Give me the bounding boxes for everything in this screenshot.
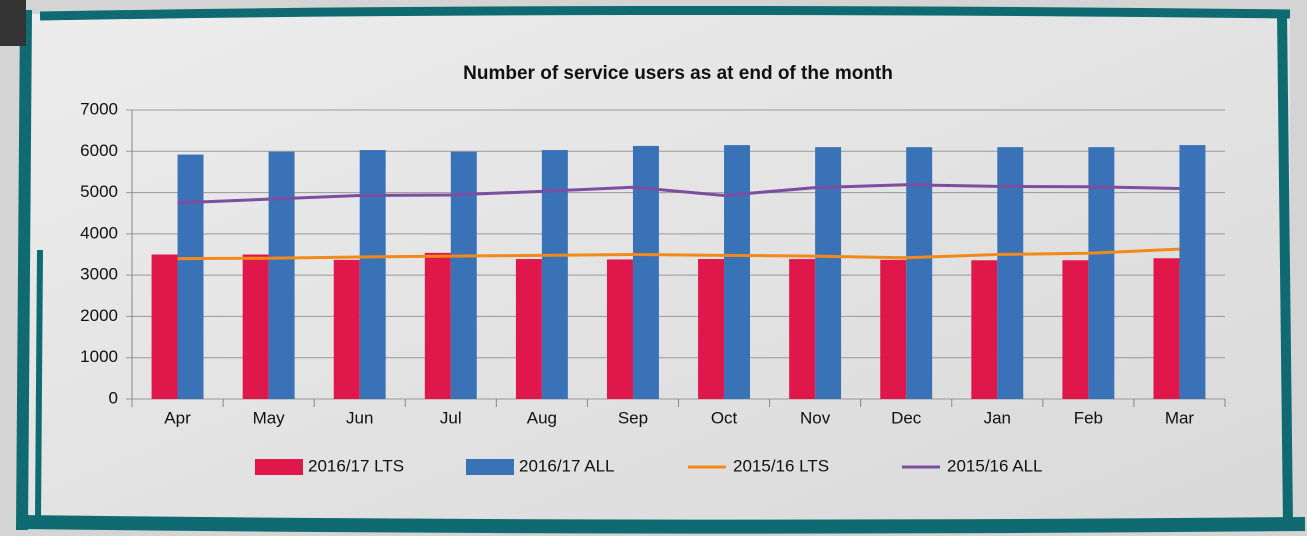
x-tick-label: Jul (440, 408, 462, 427)
legend-swatch (255, 459, 303, 475)
x-tick-label: Dec (891, 408, 922, 427)
frame (16, 5, 1306, 534)
bar (333, 259, 360, 399)
x-tick-label: May (253, 408, 286, 427)
x-tick-label: Aug (527, 408, 557, 427)
legend-label: 2015/16 ALL (947, 456, 1042, 475)
x-tick-label: Nov (800, 408, 831, 427)
y-tick-label: 2000 (80, 306, 118, 325)
bar (515, 259, 542, 399)
y-tick-label: 5000 (80, 182, 118, 201)
bar (789, 259, 816, 399)
y-tick-label: 0 (109, 388, 118, 407)
y-tick-label: 6000 (80, 141, 118, 160)
bar (151, 254, 178, 399)
x-tick-label: Sep (618, 408, 648, 427)
bar (1179, 145, 1206, 399)
line (177, 183, 1180, 205)
y-tick-label: 4000 (80, 223, 118, 242)
bar (359, 150, 386, 399)
y-tick-label: 1000 (80, 347, 118, 366)
bar (880, 259, 907, 399)
bar (606, 259, 633, 399)
bar (698, 259, 725, 399)
x-tick-label: Oct (711, 408, 738, 427)
chart-title: Number of service users as at end of the… (463, 63, 893, 84)
x-tick-label: Feb (1074, 408, 1103, 427)
bar (906, 147, 933, 399)
x-tick-label: Jun (346, 408, 373, 427)
legend-swatch (466, 459, 514, 475)
x-tick-label: Jan (984, 408, 1011, 427)
bar (632, 145, 659, 399)
legend-label: 2015/16 LTS (733, 456, 829, 475)
bar (424, 252, 451, 399)
bar (541, 150, 568, 399)
bar (177, 154, 204, 399)
bar (1088, 147, 1115, 399)
bar (724, 145, 751, 399)
bar (1153, 258, 1180, 399)
legend-label: 2016/17 ALL (519, 456, 614, 475)
bar (997, 147, 1024, 399)
bar (1062, 260, 1089, 399)
bar (815, 147, 842, 399)
bar (971, 260, 998, 399)
bar (450, 151, 477, 399)
y-tick-label: 7000 (80, 99, 118, 118)
x-tick-label: Apr (164, 408, 191, 427)
y-tick-label: 3000 (80, 265, 118, 284)
corner-tab (0, 0, 26, 46)
line (177, 247, 1180, 261)
legend-label: 2016/17 LTS (308, 456, 404, 475)
bar (268, 151, 295, 399)
bar (242, 254, 269, 399)
x-tick-label: Mar (1165, 408, 1195, 427)
